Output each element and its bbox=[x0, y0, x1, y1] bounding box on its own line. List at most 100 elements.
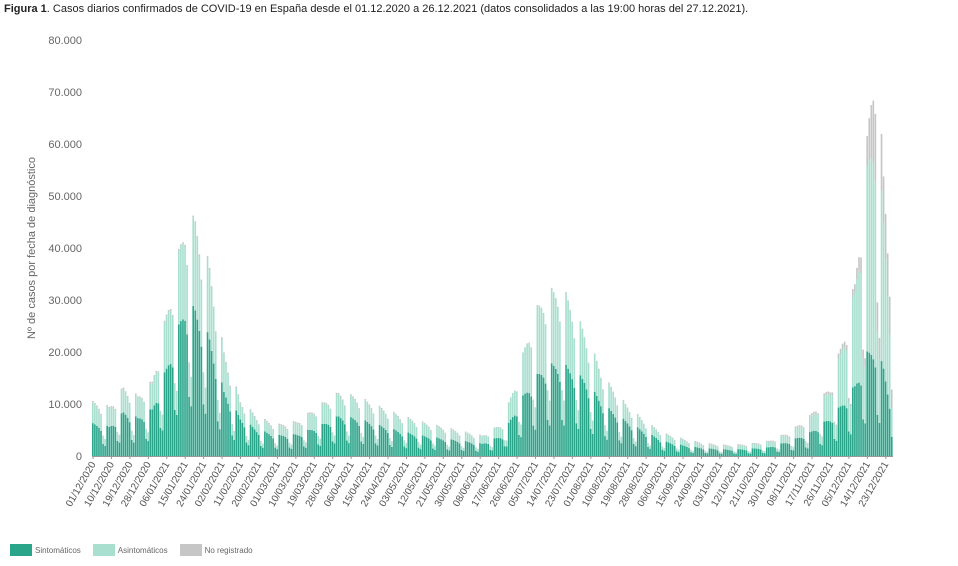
bar-sintomaticos bbox=[817, 432, 819, 456]
bar-sintomaticos bbox=[788, 444, 791, 456]
bar-sintomaticos bbox=[843, 405, 846, 456]
bar-asintomaticos bbox=[804, 442, 807, 448]
bar-no-registrado bbox=[307, 412, 309, 415]
bar-no-registrado bbox=[454, 430, 457, 432]
bar-asintomaticos bbox=[806, 443, 809, 449]
bar-no-registrado bbox=[192, 215, 195, 218]
bar-asintomaticos bbox=[294, 423, 297, 435]
bar-no-registrado bbox=[696, 441, 698, 443]
bar-no-registrado bbox=[227, 372, 229, 375]
bar-sintomaticos bbox=[532, 425, 535, 456]
bar-no-registrado bbox=[485, 435, 487, 436]
bar-sintomaticos bbox=[171, 367, 174, 456]
bar-no-registrado bbox=[149, 381, 151, 384]
bar-asintomaticos bbox=[802, 428, 805, 440]
bar-sintomaticos bbox=[114, 426, 117, 456]
bar-sintomaticos bbox=[300, 437, 303, 456]
bar-no-registrado bbox=[526, 343, 528, 345]
bar-asintomaticos bbox=[147, 432, 149, 442]
bar-sintomaticos bbox=[112, 425, 115, 456]
bar-asintomaticos bbox=[575, 400, 578, 424]
bar-sintomaticos bbox=[593, 391, 596, 456]
bar-sintomaticos bbox=[313, 430, 315, 456]
bar-asintomaticos bbox=[319, 439, 322, 446]
bar-asintomaticos bbox=[696, 442, 698, 448]
bar-asintomaticos bbox=[270, 426, 272, 436]
bar-no-registrado bbox=[727, 445, 729, 447]
bar-sintomaticos bbox=[729, 450, 731, 456]
bar-asintomaticos bbox=[135, 394, 137, 417]
bar-asintomaticos bbox=[811, 415, 813, 432]
bar-sintomaticos bbox=[530, 396, 533, 456]
bar-asintomaticos bbox=[569, 310, 571, 374]
bar-no-registrado bbox=[173, 383, 176, 384]
bar-no-registrado bbox=[294, 421, 297, 424]
bar-no-registrado bbox=[729, 445, 731, 447]
bar-sintomaticos bbox=[257, 434, 260, 456]
bar-sintomaticos bbox=[540, 374, 543, 456]
bar-sintomaticos bbox=[552, 365, 555, 456]
bar-no-registrado bbox=[249, 409, 252, 411]
bar-no-registrado bbox=[329, 408, 332, 410]
bar-no-registrado bbox=[184, 244, 186, 247]
bar-asintomaticos bbox=[616, 405, 619, 423]
bar-asintomaticos bbox=[755, 444, 758, 449]
bar-sintomaticos bbox=[149, 409, 151, 456]
bar-no-registrado bbox=[659, 435, 662, 436]
bar-sintomaticos bbox=[339, 418, 342, 456]
bar-no-registrado bbox=[444, 432, 446, 434]
bar-asintomaticos bbox=[309, 413, 311, 430]
bar-no-registrado bbox=[708, 443, 711, 445]
bar-asintomaticos bbox=[700, 444, 703, 449]
bar-asintomaticos bbox=[600, 378, 602, 407]
bar-no-registrado bbox=[452, 429, 455, 431]
bar-sintomaticos bbox=[604, 436, 606, 456]
bar-asintomaticos bbox=[845, 350, 848, 409]
bar-no-registrado bbox=[614, 397, 617, 399]
bar-sintomaticos bbox=[880, 361, 883, 456]
bar-asintomaticos bbox=[169, 310, 172, 365]
bar-asintomaticos bbox=[673, 440, 676, 446]
bar-asintomaticos bbox=[116, 432, 119, 441]
bar-sintomaticos bbox=[862, 419, 864, 456]
bar-sintomaticos bbox=[425, 437, 428, 456]
bar-sintomaticos bbox=[675, 451, 678, 456]
bar-asintomaticos bbox=[216, 400, 219, 422]
bar-sintomaticos bbox=[202, 404, 205, 456]
bar-sintomaticos bbox=[229, 411, 231, 456]
bar-asintomaticos bbox=[520, 424, 522, 438]
bar-sintomaticos bbox=[384, 430, 387, 456]
bar-asintomaticos bbox=[725, 445, 727, 450]
bar-asintomaticos bbox=[153, 376, 156, 406]
bar-no-registrado bbox=[221, 337, 223, 339]
bar-asintomaticos bbox=[598, 369, 600, 401]
bar-asintomaticos bbox=[223, 354, 225, 392]
bar-sintomaticos bbox=[641, 431, 643, 456]
bar-sintomaticos bbox=[610, 410, 612, 456]
bar-asintomaticos bbox=[368, 405, 371, 424]
bar-sintomaticos bbox=[262, 447, 264, 456]
bar-asintomaticos bbox=[186, 266, 188, 335]
bar-asintomaticos bbox=[460, 446, 463, 450]
bar-asintomaticos bbox=[796, 427, 799, 438]
bar-sintomaticos bbox=[135, 416, 137, 456]
bar-asintomaticos bbox=[561, 390, 563, 420]
bar-sintomaticos bbox=[427, 438, 430, 456]
bar-sintomaticos bbox=[479, 443, 481, 456]
bar-no-registrado bbox=[610, 386, 612, 388]
bar-no-registrado bbox=[315, 416, 317, 418]
bar-asintomaticos bbox=[610, 387, 612, 411]
bar-asintomaticos bbox=[544, 324, 547, 384]
bar-sintomaticos bbox=[315, 432, 317, 456]
bar-no-registrado bbox=[585, 348, 588, 349]
bar-no-registrado bbox=[167, 310, 170, 312]
bar-sintomaticos bbox=[774, 447, 776, 456]
bar-sintomaticos bbox=[290, 448, 293, 456]
bar-no-registrado bbox=[153, 375, 156, 377]
bar-sintomaticos bbox=[430, 440, 432, 456]
bar-sintomaticos bbox=[387, 433, 389, 456]
legend-swatch-no-registrado bbox=[179, 544, 202, 556]
bar-asintomaticos bbox=[307, 414, 309, 430]
bar-asintomaticos bbox=[641, 420, 643, 432]
bar-sintomaticos bbox=[768, 447, 770, 456]
